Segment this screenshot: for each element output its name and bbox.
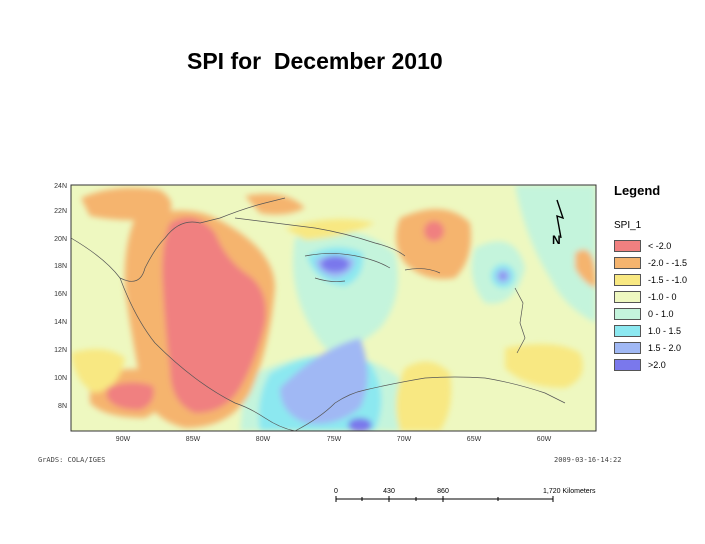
lat-label: 12N bbox=[54, 347, 67, 354]
legend-swatch bbox=[614, 273, 641, 286]
legend-label: -1.0 - 0 bbox=[648, 291, 677, 302]
legend-swatch bbox=[614, 256, 641, 269]
spi-zone-darkblue bbox=[348, 418, 372, 431]
legend-list: < -2.0 -2.0 - -1.5 -1.5 - -1.0 -1.0 - 0 … bbox=[614, 237, 704, 373]
lon-label: 85W bbox=[186, 436, 201, 443]
legend-item: -1.0 - 0 bbox=[614, 288, 704, 305]
spi-zone-orange bbox=[245, 193, 305, 215]
spi-zone-orange bbox=[396, 209, 471, 279]
legend-swatch bbox=[614, 341, 641, 354]
coastlines bbox=[71, 197, 566, 431]
scale-label: 860 bbox=[437, 488, 449, 495]
spi-zone-yellow bbox=[505, 344, 583, 388]
scale-bar: 0 430 860 1,720 Kilometers bbox=[330, 483, 610, 513]
spi-zone-red bbox=[162, 217, 266, 413]
longitude-labels: 90W 85W 80W 75W 70W 65W 60W bbox=[116, 436, 552, 443]
map-frame bbox=[70, 184, 597, 432]
legend-item: -2.0 - -1.5 bbox=[614, 254, 704, 271]
lat-label: 10N bbox=[54, 375, 67, 382]
footer-credit: GrADS: COLA/IGES bbox=[38, 456, 106, 464]
legend: Legend SPI_1 < -2.0 -2.0 - -1.5 -1.5 - -… bbox=[614, 183, 704, 373]
spi-zone-red bbox=[424, 221, 444, 241]
lon-label: 70W bbox=[397, 436, 412, 443]
legend-item: 1.5 - 2.0 bbox=[614, 339, 704, 356]
spi-zone-darkblue bbox=[500, 273, 506, 279]
legend-title: Legend bbox=[614, 183, 661, 198]
legend-swatch bbox=[614, 290, 641, 303]
lat-label: 24N bbox=[54, 183, 67, 190]
legend-label: >2.0 bbox=[648, 359, 666, 370]
spi-map: 24N 22N 20N 18N 16N 14N 12N 10N 8N 90W 8… bbox=[45, 178, 605, 446]
legend-item: -1.5 - -1.0 bbox=[614, 271, 704, 288]
lat-label: 14N bbox=[54, 319, 67, 326]
lon-label: 75W bbox=[327, 436, 342, 443]
scale-ticks bbox=[335, 496, 554, 502]
legend-label: -1.5 - -1.0 bbox=[648, 274, 688, 285]
legend-swatch bbox=[614, 307, 641, 320]
legend-swatch bbox=[614, 358, 641, 371]
latitude-labels: 24N 22N 20N 18N 16N 14N 12N 10N 8N bbox=[54, 183, 67, 410]
scale-label: 1,720 Kilometers bbox=[543, 488, 596, 495]
legend-item: 1.0 - 1.5 bbox=[614, 322, 704, 339]
lon-label: 65W bbox=[467, 436, 482, 443]
scale-label: 430 bbox=[383, 488, 395, 495]
legend-label: 0 - 1.0 bbox=[648, 308, 674, 319]
legend-item: >2.0 bbox=[614, 356, 704, 373]
legend-layer-name: SPI_1 bbox=[614, 220, 642, 231]
legend-item: 0 - 1.0 bbox=[614, 305, 704, 322]
legend-label: 1.5 - 2.0 bbox=[648, 342, 682, 353]
lat-label: 18N bbox=[54, 263, 67, 270]
map-title: SPI for December 2010 bbox=[187, 48, 443, 74]
lat-label: 22N bbox=[54, 208, 67, 215]
lat-label: 8N bbox=[58, 403, 67, 410]
spi-zone-yellow bbox=[285, 219, 375, 240]
legend-item: < -2.0 bbox=[614, 237, 704, 254]
spi-zone-darkblue bbox=[321, 256, 349, 272]
spi-zone-0-1 bbox=[515, 185, 596, 323]
legend-label: < -2.0 bbox=[648, 240, 672, 251]
lon-label: 90W bbox=[116, 436, 131, 443]
spi-zone-orange bbox=[575, 249, 596, 288]
spi-zone-yellow bbox=[71, 349, 125, 393]
legend-swatch bbox=[614, 239, 641, 252]
legend-label: -2.0 - -1.5 bbox=[648, 257, 688, 268]
scale-label: 0 bbox=[334, 488, 338, 495]
spi-zone-orange bbox=[81, 187, 172, 221]
footer-timestamp: 2009-03-16-14:22 bbox=[554, 456, 622, 464]
north-arrow-label: N bbox=[552, 233, 561, 247]
lat-label: 16N bbox=[54, 291, 67, 298]
legend-swatch bbox=[614, 324, 641, 337]
lon-label: 60W bbox=[537, 436, 552, 443]
north-arrow-icon: N bbox=[552, 199, 565, 247]
spi-zone-yellow bbox=[396, 361, 452, 431]
lat-label: 20N bbox=[54, 236, 67, 243]
legend-label: 1.0 - 1.5 bbox=[648, 325, 682, 336]
spi-zone-lightblue bbox=[280, 338, 368, 424]
lon-label: 80W bbox=[256, 436, 271, 443]
spi-zone-red bbox=[107, 382, 154, 410]
